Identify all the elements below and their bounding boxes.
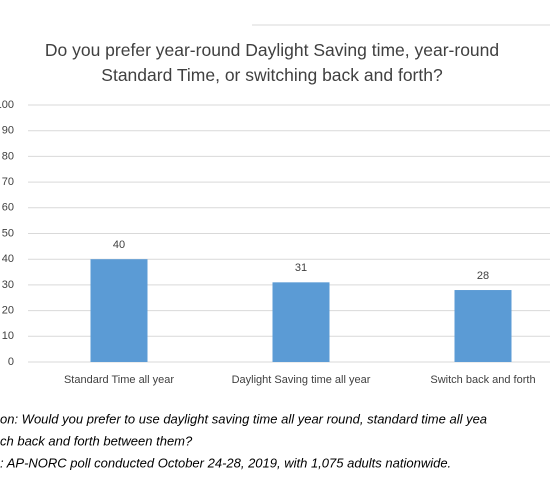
note: ch back and forth between them? [0, 433, 193, 448]
note: on: Would you prefer to use daylight sav… [0, 411, 487, 426]
y-tick-label: 60 [2, 202, 14, 214]
bar [272, 282, 330, 362]
x-tick-label: Daylight Saving time all year [232, 374, 371, 386]
y-tick-label: 10 [2, 330, 14, 342]
x-tick-label: Switch back and forth [430, 374, 535, 386]
y-tick-label: 70 [2, 176, 14, 188]
y-tick-label: 30 [2, 279, 14, 291]
note: : AP-NORC poll conducted October 24-28, … [0, 455, 451, 470]
value-label: 40 [113, 239, 125, 251]
y-tick-label: 20 [2, 305, 14, 317]
y-tick-label: 100 [0, 99, 14, 111]
bar [90, 259, 148, 362]
value-label: 31 [295, 262, 307, 274]
bar [454, 290, 512, 362]
y-tick-label: 0 [8, 356, 14, 368]
value-label: 28 [477, 270, 489, 282]
y-tick-label: 50 [2, 227, 14, 239]
y-tick-label: 80 [2, 150, 14, 162]
x-tick-label: Standard Time all year [64, 374, 174, 386]
y-tick-label: 90 [2, 125, 14, 137]
chart-title: Do you prefer year-round Daylight Saving… [44, 40, 500, 85]
y-tick-label: 40 [2, 253, 14, 265]
